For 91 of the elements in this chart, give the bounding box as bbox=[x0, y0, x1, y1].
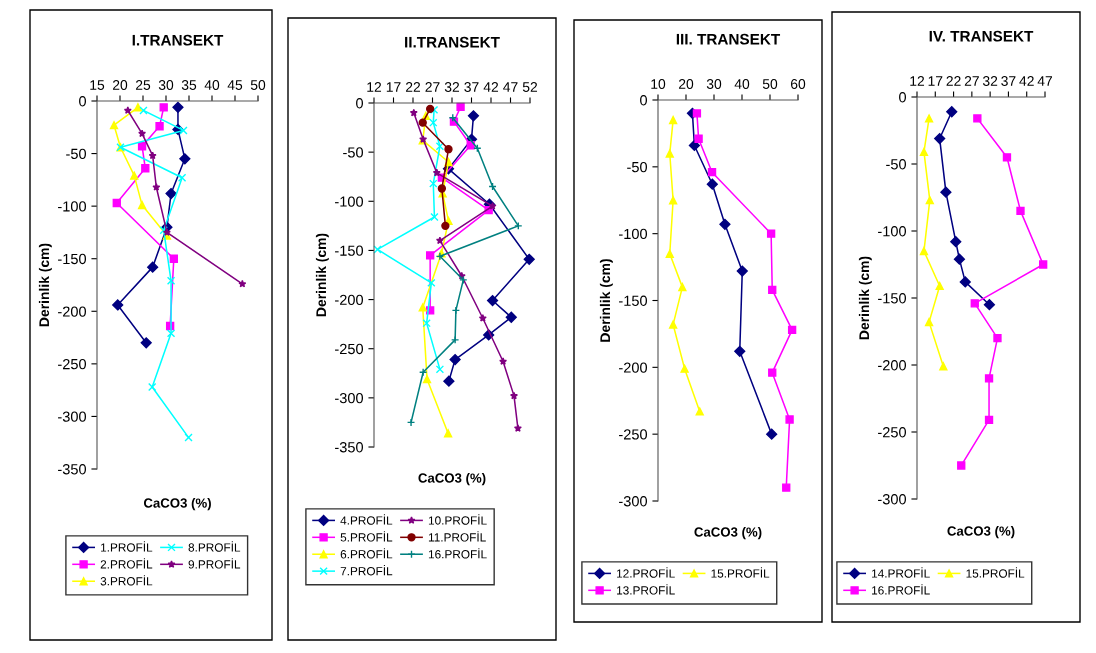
x-axis-title: CaCO3 (%) bbox=[947, 526, 1015, 539]
y-tick-label: -200 bbox=[878, 360, 907, 371]
x-tick-label: 15 bbox=[90, 80, 105, 90]
x-tick-label: 32 bbox=[444, 82, 460, 92]
y-tick-label: -150 bbox=[58, 253, 87, 265]
x-tick-label: 25 bbox=[135, 80, 151, 90]
y-tick-label: -250 bbox=[335, 343, 364, 355]
chart-title: I.TRANSEKT bbox=[132, 34, 224, 46]
x-tick-label: 27 bbox=[964, 76, 979, 86]
y-tick-label: 0 bbox=[899, 92, 907, 103]
x-tick-label: 40 bbox=[204, 80, 220, 90]
y-axis-title: Derinlik (cm) bbox=[858, 256, 872, 340]
legend-label: 5.PROFİL bbox=[340, 531, 393, 542]
legend-label: 1.PROFİL bbox=[101, 541, 153, 552]
x-tick-label: 40 bbox=[734, 79, 750, 89]
legend-label: 13.PROFİL bbox=[617, 584, 675, 595]
y-tick-label: -350 bbox=[335, 442, 364, 453]
y-tick-label: -200 bbox=[335, 294, 364, 305]
y-tick-label: -300 bbox=[58, 411, 87, 422]
legend-label: 7.PROFİL bbox=[340, 565, 393, 576]
chart-title: IV. TRANSEKT bbox=[929, 30, 1034, 42]
y-tick-label: -250 bbox=[619, 429, 648, 440]
legend-label: 4.PROFİL bbox=[340, 514, 393, 525]
x-tick-label: 27 bbox=[425, 82, 440, 92]
y-tick-label: -100 bbox=[58, 201, 87, 212]
x-tick-label: 17 bbox=[386, 82, 401, 92]
y-tick-label: -300 bbox=[335, 392, 364, 404]
y-tick-label: -100 bbox=[619, 228, 648, 240]
x-axis-title: CaCO3 (%) bbox=[143, 498, 211, 511]
x-tick-label: 45 bbox=[227, 80, 243, 90]
x-tick-label: 17 bbox=[928, 76, 943, 86]
x-tick-label: 32 bbox=[982, 76, 998, 86]
y-tick-label: -50 bbox=[66, 148, 87, 159]
x-axis-title: CaCO3 (%) bbox=[418, 473, 486, 486]
legend-label: 2.PROFİL bbox=[100, 558, 153, 569]
y-axis-title: Derinlik (cm) bbox=[38, 243, 52, 327]
legend-label: 6.PROFİL bbox=[340, 548, 393, 559]
legend-label: 16.PROFİL bbox=[428, 548, 487, 559]
legend-label: 12.PROFİL bbox=[617, 567, 675, 578]
y-tick-label: -250 bbox=[58, 358, 87, 370]
chart-title: III. TRANSEKT bbox=[676, 33, 781, 45]
x-tick-label: 37 bbox=[1001, 76, 1016, 86]
x-tick-label: 37 bbox=[464, 82, 479, 92]
y-tick-label: -200 bbox=[619, 362, 648, 373]
y-tick-label: -150 bbox=[619, 295, 648, 306]
y-tick-label: -150 bbox=[878, 293, 907, 304]
legend-label: 16.PROFİL bbox=[872, 584, 930, 595]
x-tick-label: 22 bbox=[405, 82, 421, 92]
chart-title: II.TRANSEKT bbox=[405, 36, 500, 48]
x-tick-label: 50 bbox=[762, 79, 778, 89]
x-tick-label: 12 bbox=[367, 82, 382, 92]
x-tick-label: 22 bbox=[946, 76, 961, 86]
y-tick-label: -200 bbox=[58, 306, 87, 317]
x-tick-label: 35 bbox=[181, 80, 197, 90]
y-axis-title: Derinlik (cm) bbox=[315, 233, 329, 317]
legend-label: 9.PROFİL bbox=[188, 558, 241, 569]
legend-label: 10.PROFİL bbox=[428, 514, 487, 525]
x-axis-title: CaCO3 (%) bbox=[694, 527, 762, 540]
y-tick-label: -100 bbox=[878, 226, 907, 237]
y-tick-label: -250 bbox=[878, 427, 907, 438]
y-tick-label: -50 bbox=[343, 147, 364, 158]
y-tick-label: -150 bbox=[335, 245, 364, 256]
y-axis-title: Derinlik (cm) bbox=[599, 259, 613, 342]
y-tick-label: -300 bbox=[619, 496, 648, 507]
legend-label: 15.PROFİL bbox=[966, 567, 1025, 578]
x-tick-label: 30 bbox=[706, 79, 722, 89]
x-tick-label: 52 bbox=[522, 82, 538, 92]
legend-label: 8.PROFİL bbox=[188, 541, 241, 552]
x-tick-label: 20 bbox=[678, 79, 694, 89]
legend-label: 3.PROFİL bbox=[100, 575, 153, 586]
y-tick-label: -300 bbox=[878, 494, 907, 505]
x-tick-label: 20 bbox=[112, 80, 128, 90]
y-tick-label: 0 bbox=[356, 98, 364, 109]
y-tick-label: 0 bbox=[79, 96, 87, 107]
x-tick-label: 12 bbox=[910, 76, 925, 86]
y-tick-label: 0 bbox=[640, 95, 648, 106]
y-tick-label: -100 bbox=[335, 196, 364, 207]
x-tick-label: 60 bbox=[790, 79, 806, 89]
x-tick-label: 42 bbox=[483, 82, 499, 92]
legend-label: 15.PROFİL bbox=[711, 567, 770, 578]
legend-label: 14.PROFİL bbox=[872, 567, 930, 578]
y-tick-label: -50 bbox=[627, 161, 648, 173]
x-tick-label: 10 bbox=[651, 79, 666, 89]
y-tick-label: -350 bbox=[58, 464, 87, 475]
x-tick-label: 50 bbox=[250, 80, 266, 90]
x-tick-label: 42 bbox=[1019, 76, 1034, 86]
y-tick-label: -50 bbox=[886, 159, 907, 170]
x-tick-label: 30 bbox=[158, 80, 174, 90]
legend-label: 11.PROFİL bbox=[428, 531, 486, 542]
x-tick-label: 47 bbox=[503, 82, 518, 92]
x-tick-label: 47 bbox=[1037, 76, 1053, 86]
